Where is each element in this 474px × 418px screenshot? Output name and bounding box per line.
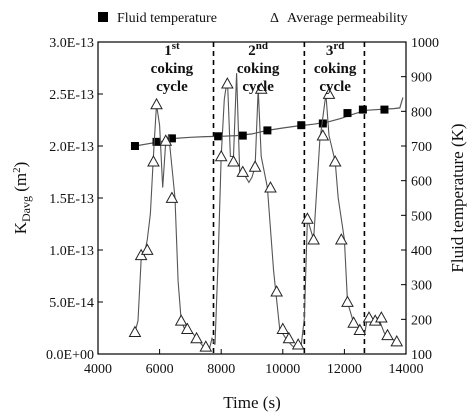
cycle-word-label: coking <box>314 61 357 77</box>
legend-permeability-marker: Δ <box>270 11 279 26</box>
legend-temperature-marker <box>98 12 108 22</box>
legend-permeability-label: Average permeability <box>287 11 408 26</box>
permeability-point <box>322 87 336 99</box>
permeability-point <box>264 181 277 193</box>
temperature-point <box>358 105 367 114</box>
permeability-point <box>276 322 290 334</box>
permeability-point <box>282 331 296 344</box>
y-right-tick-label: 100 <box>411 348 432 363</box>
temperature-point <box>343 109 352 118</box>
permeability-point <box>190 331 203 344</box>
permeability-point <box>150 97 163 110</box>
y-left-tick-label: 1.0E-13 <box>49 244 94 259</box>
permeability-point <box>248 160 262 172</box>
x-axis-title: Time (s) <box>223 393 280 412</box>
permeability-point <box>221 77 234 89</box>
temperature-point <box>263 126 272 135</box>
permeability-point <box>174 314 188 326</box>
y-right-tick-label: 500 <box>411 209 432 224</box>
permeability-point <box>334 233 348 245</box>
y-right-tick-label: 1000 <box>411 36 439 51</box>
temperature-point <box>318 119 327 128</box>
y-right-tick-label: 900 <box>411 71 432 86</box>
permeability-point <box>165 191 179 203</box>
y-right-tick-label: 400 <box>411 244 432 259</box>
cycle-word-label: coking <box>237 61 280 77</box>
x-tick-label: 12000 <box>327 362 362 377</box>
permeability-point <box>227 155 240 167</box>
permeability-point <box>236 165 250 177</box>
boundary-lines <box>212 42 366 354</box>
permeability-point <box>307 233 320 245</box>
y-left-tick-label: 5.0E-14 <box>49 296 94 311</box>
cycle-word-label: coking <box>151 61 194 77</box>
permeability-point <box>180 322 194 334</box>
permeability-point <box>381 328 394 341</box>
temperature-point <box>167 134 176 143</box>
plot-background <box>98 42 406 354</box>
permeability-point <box>341 295 354 307</box>
temperature-point <box>152 137 161 146</box>
permeability-point <box>328 155 342 167</box>
permeability-point <box>353 323 367 335</box>
permeability-point <box>270 285 283 297</box>
permeability-point <box>375 311 388 323</box>
y-left-tick-label: 2.5E-13 <box>49 88 94 103</box>
permeability-point <box>214 149 228 162</box>
cycle-word-label: cycle <box>242 79 274 95</box>
y-left-axis-title: KDavg (m2) <box>11 162 33 235</box>
y-left-tick-label: 1.5E-13 <box>49 192 94 207</box>
permeability-point <box>301 212 314 224</box>
legend-temperature-label: Fluid temperature <box>117 11 217 26</box>
x-tick-label: 6000 <box>146 362 174 377</box>
permeability-point <box>140 243 154 255</box>
permeability-point <box>254 82 268 94</box>
y-left-tick-label: 2.0E-13 <box>49 140 94 155</box>
y-right-tick-label: 700 <box>411 140 432 155</box>
permeability-point <box>347 316 360 328</box>
temperature-point <box>297 121 306 130</box>
x-tick-label: 8000 <box>207 362 235 377</box>
permeability-point <box>199 340 213 352</box>
y-right-tick-label: 200 <box>411 313 432 328</box>
cycle-number-label: 2nd <box>248 40 268 59</box>
legend: Fluid temperature Δ Average permeability <box>98 11 408 26</box>
cycle-number-label: 3rd <box>326 40 345 59</box>
permeability-point <box>128 325 142 338</box>
y-left-tick-label: 0.0E+00 <box>46 348 94 363</box>
cycle-labels: 1st coking cycle 2nd coking cycle 3rd coking cyc… <box>151 40 357 95</box>
x-tick-label: 4000 <box>84 362 112 377</box>
y-right-tick-label: 800 <box>411 105 432 120</box>
y-right-tick-label: 600 <box>411 175 432 190</box>
y-right-tick-label: 300 <box>411 279 432 294</box>
temperature-point <box>214 132 223 141</box>
temperature-line <box>134 97 404 147</box>
temperature-point <box>380 105 389 114</box>
x-tick-label: 10000 <box>265 362 300 377</box>
temperature-point <box>238 131 247 140</box>
permeability-point <box>390 334 404 347</box>
y-right-axis-title: Fluid temperature (K) <box>448 123 467 272</box>
permeability-point <box>147 155 160 167</box>
permeability-point <box>316 129 330 141</box>
cycle-word-label: cycle <box>319 79 351 95</box>
y-left-tick-label: 3.0E-13 <box>49 36 94 51</box>
permeability-point <box>291 338 305 350</box>
cycle-word-label: cycle <box>156 79 188 95</box>
cycle-number-label: 1st <box>164 40 180 59</box>
ticks-layer: 4000 6000 8000 10000 12000 14000 0.0E+00 5.0E-1… <box>46 36 439 377</box>
permeability-point <box>159 134 173 146</box>
series-layer <box>128 73 404 352</box>
x-tick-label: 14000 <box>389 362 424 377</box>
permeability-point <box>362 311 376 323</box>
temperature-point <box>130 142 139 150</box>
